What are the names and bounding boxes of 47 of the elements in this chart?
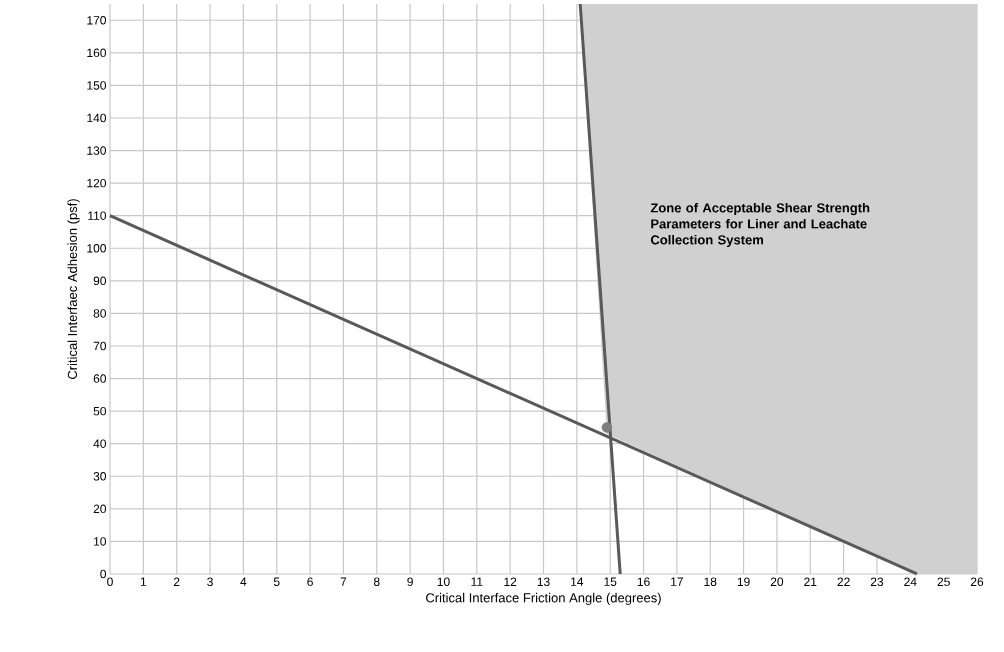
x-tick-label: 11 [471, 577, 483, 586]
y-tick-label: 160 [87, 48, 107, 58]
y-tick-label: 0 [100, 569, 107, 579]
x-tick-label: 9 [407, 577, 413, 587]
x-tick-label: 1 [140, 577, 147, 586]
y-tick-label: 130 [87, 146, 107, 155]
x-tick-label: 14 [571, 577, 584, 586]
y-tick-label: 170 [87, 16, 107, 25]
x-tick-label: 4 [240, 577, 247, 586]
y-tick-label: 50 [93, 406, 107, 416]
y-tick-label: 150 [87, 81, 107, 90]
y-tick-label: 120 [87, 178, 107, 188]
y-tick-label: 30 [93, 472, 107, 481]
y-tick-label: 40 [93, 439, 107, 448]
y-tick-label: 80 [93, 309, 107, 318]
x-tick-label: 5 [273, 577, 280, 586]
y-axis-title: Critical Interfaec Adhesion (psf) [67, 199, 80, 380]
y-tick-label: 140 [87, 113, 107, 123]
y-tick-label: 70 [93, 341, 107, 351]
x-tick-label: 15 [604, 577, 617, 586]
x-tick-label: 20 [770, 577, 784, 587]
x-axis-title: Critical Interface Friction Angle (degrees) [426, 592, 661, 605]
x-tick-label: 18 [704, 577, 717, 587]
y-tick-label: 60 [93, 374, 107, 383]
x-tick-label: 12 [504, 577, 517, 586]
x-tick-label: 22 [837, 577, 850, 586]
x-tick-label: 13 [537, 577, 550, 587]
x-tick-label: 26 [970, 577, 984, 587]
x-tick-label: 21 [804, 577, 817, 586]
annotation: Zone of Acceptable Shear Strength Parameters for Liner and Leachate Collection System [650, 202, 870, 248]
x-tick-label: 25 [937, 577, 950, 587]
x-tick-label: 23 [870, 577, 884, 587]
x-tick-label: 6 [307, 577, 313, 587]
x-tick-label: 17 [671, 577, 683, 586]
y-tick-label: 10 [94, 537, 107, 546]
y-tick-label: 20 [93, 504, 107, 514]
x-tick-label: 2 [173, 577, 180, 586]
x-tick-label: 8 [373, 577, 380, 587]
x-tick-label: 19 [737, 577, 750, 587]
x-tick-label: 3 [207, 577, 213, 587]
x-tick-label: 16 [637, 577, 650, 587]
x-tick-label: 10 [437, 577, 450, 587]
y-tick-label: 100 [87, 244, 107, 253]
x-tick-label: 24 [904, 577, 917, 586]
y-tick-label: 90 [93, 276, 107, 286]
x-tick-label: 7 [340, 577, 347, 586]
y-tick-label: 110 [88, 211, 107, 220]
